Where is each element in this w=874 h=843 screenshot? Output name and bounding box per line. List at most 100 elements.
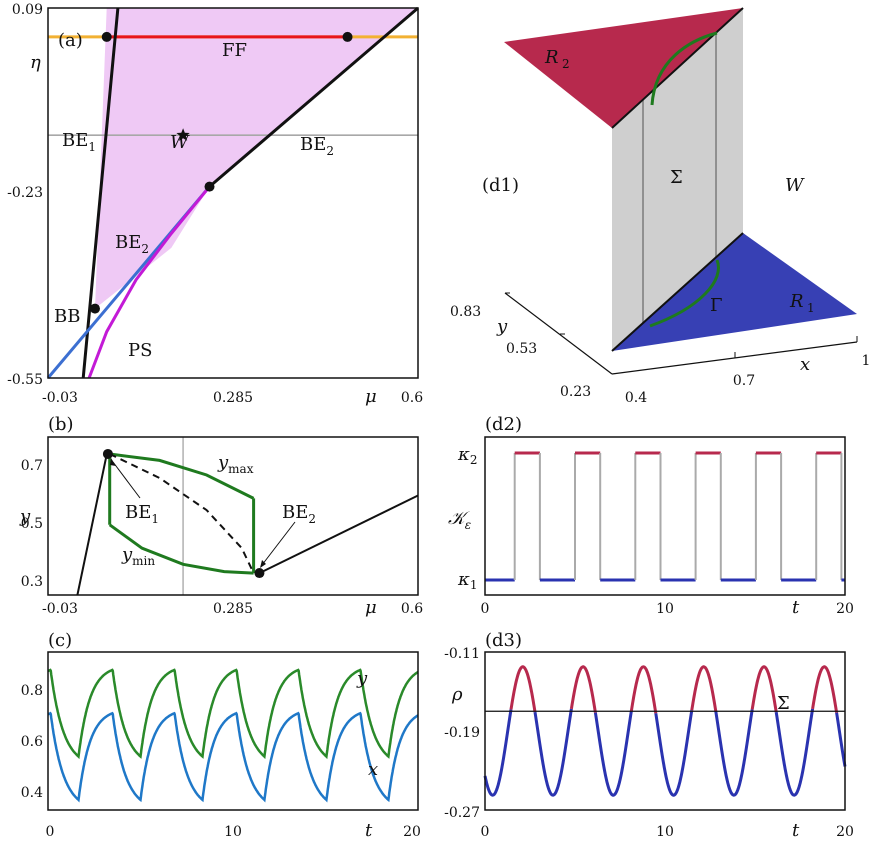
label-ff: FF [222, 40, 247, 61]
panel-d3-ytick-3: -0.27 [444, 805, 480, 821]
d1-xlabel: x [800, 354, 810, 375]
panel-b-xtick-3: 0.6 [401, 601, 423, 617]
timeseries-y [47, 668, 419, 760]
b-marker-1 [254, 568, 265, 579]
panel-c-ytick-2: 0.6 [21, 734, 43, 750]
panel-c: (c) 0.8 0.6 0.4 0 10 20 t y x [21, 630, 421, 841]
panel-d2-ylabel: 𝒦ε [448, 508, 471, 532]
panel-d3-xlabel: t [792, 820, 800, 841]
label-ps: PS [128, 340, 152, 361]
panel-a-xtick-right: 0.6 [401, 390, 423, 406]
label-r1-sub: 1 [807, 301, 815, 315]
label-c-y: y [356, 668, 368, 689]
panel-c-xlabel: t [365, 820, 373, 841]
panel-d2-plot [485, 451, 845, 582]
panel-b-ylabel: y [19, 506, 31, 527]
panel-a-xlabel: μ [365, 386, 377, 407]
label-be2-lower: BE2 [115, 232, 149, 256]
r1-edge [611, 232, 744, 352]
rho-segment-0 [483, 709, 513, 797]
panel-a-ytick-top: 0.09 [12, 2, 43, 18]
panel-c-xtick-1: 0 [46, 824, 55, 840]
panel-c-label: (c) [48, 630, 72, 651]
panel-d3-ytick-2: -0.19 [444, 725, 480, 741]
rho-segment-11 [811, 665, 839, 713]
label-sigma: Σ [670, 167, 683, 188]
sigma-surface [612, 8, 743, 351]
label-gamma: Γ [710, 295, 723, 316]
curve-b-ymin-3 [108, 523, 254, 575]
label-b-be2: BE2 [282, 502, 316, 526]
label-be2-upper: BE2 [300, 134, 334, 158]
panel-d3-ylabel: ρ [451, 684, 463, 705]
point-marker-1 [342, 31, 353, 42]
curve-b-branch-1 [258, 494, 419, 574]
panel-d3-plot [483, 665, 847, 797]
panel-b: (b) 0.7 0.5 0.3 y -0.03 0.285 0.6 μ ymax… [19, 414, 423, 618]
panel-d3-ytick-1: -0.11 [444, 646, 480, 662]
rho-segment-7 [690, 665, 718, 712]
label-r2: R [544, 47, 559, 68]
w-star-marker [176, 128, 190, 141]
panel-b-label: (b) [48, 414, 74, 435]
label-bb: BB [54, 306, 80, 327]
axis-y-3d [504, 292, 613, 375]
panel-b-frame [47, 436, 419, 596]
panel-d1: (d1) R 2 R 1 Σ W Γ x y 0.4 0.7 1 0.83 0.… [450, 7, 871, 406]
d1-ytick-2: 0.53 [506, 341, 537, 357]
panel-a-frame [47, 7, 419, 379]
d1-xtick-2: 0.7 [733, 373, 755, 389]
curve-be1-1 [81, 7, 120, 379]
rho-segment-4 [593, 710, 633, 797]
d1-panel-label: (d1) [482, 175, 519, 196]
panel-d2-xtick-1: 0 [481, 601, 490, 617]
panel-d3-xtick-2: 10 [656, 824, 674, 840]
point-marker-3 [89, 303, 100, 314]
panel-d3-label: (d3) [485, 630, 522, 651]
panel-c-frame [47, 651, 419, 811]
panel-a-xtick-left: -0.03 [42, 390, 78, 406]
rho-segment-9 [750, 665, 778, 713]
panel-c-xtick-3: 20 [403, 824, 421, 840]
label-r2-sub: 2 [562, 57, 570, 71]
panel-b-ytick-2: 0.5 [21, 516, 43, 532]
panel-d2-xlabel: t [792, 597, 800, 618]
rho-segment-10 [774, 708, 815, 797]
panel-b-xtick-2: 0.285 [213, 601, 253, 617]
label-r1: R [789, 291, 804, 312]
panel-d3: (d3) -0.11 -0.19 -0.27 ρ 0 10 20 t Σ [444, 630, 854, 841]
arrow-be2-head [260, 560, 266, 568]
panel-c-ytick-3: 0.4 [21, 785, 43, 801]
region-r2 [504, 8, 743, 128]
stable-region [95, 8, 418, 309]
rho-segment-6 [654, 709, 694, 797]
label-b-be1: BE1 [125, 502, 159, 526]
panel-d2-xtick-3: 20 [836, 601, 854, 617]
b-marker-0 [102, 448, 113, 459]
rho-segment-12 [835, 712, 847, 767]
panel-d2-ytick-k2: κ2 [457, 444, 477, 467]
panel-c-ytick-1: 0.8 [21, 683, 43, 699]
label-w-region: W [785, 175, 805, 196]
panel-c-plot [47, 668, 419, 803]
r2-edge [611, 7, 744, 129]
rho-segment-2 [533, 708, 573, 797]
curve-b-branch-0 [76, 454, 108, 596]
panel-d2-xtick-2: 10 [656, 601, 674, 617]
rho-segment-5 [629, 665, 658, 714]
rho-segment-3 [569, 665, 597, 713]
label-w: W [170, 132, 190, 153]
timeseries-x [47, 711, 419, 803]
curve-b-ymax-2 [109, 452, 255, 500]
gamma-curve-bottom [649, 259, 720, 328]
label-d3-sigma: Σ [777, 693, 790, 714]
panel-b-xlabel: μ [365, 597, 377, 618]
panel-a-ytick-mid: -0.23 [7, 185, 43, 201]
panel-a-ytick-bot: -0.55 [7, 372, 43, 388]
d1-xtick-3: 1 [862, 353, 871, 369]
d1-xtick-1: 0.4 [625, 390, 647, 406]
arrow-be1 [112, 461, 141, 499]
label-ymax: ymax [217, 452, 254, 476]
label-ymin: ymin [121, 544, 155, 568]
curve-be2-2 [208, 6, 419, 188]
